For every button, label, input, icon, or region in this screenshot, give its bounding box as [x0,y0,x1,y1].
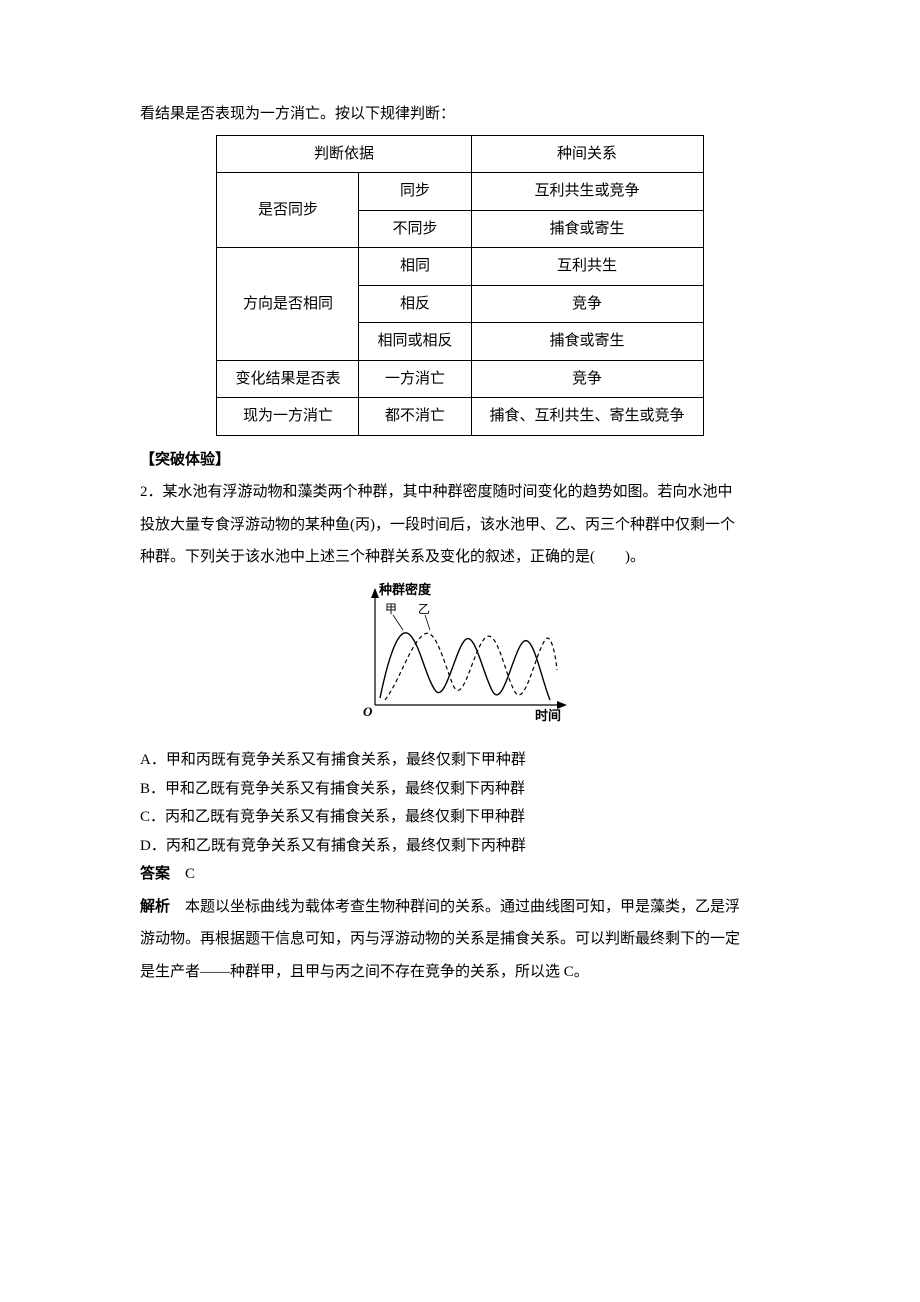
cell-group-sync: 是否同步 [217,173,359,248]
section-heading: 【突破体验】 [140,446,780,475]
cell-right: 竞争 [471,360,703,398]
question-text-1: 某水池有浮游动物和藻类两个种群，其中种群密度随时间变化的趋势如图。若向水池中 [163,484,733,500]
option-b: B．甲和乙既有竞争关系又有捕食关系，最终仅剩下丙种群 [140,775,780,804]
cell-mid: 都不消亡 [359,398,471,436]
th-criteria: 判断依据 [217,135,471,173]
explain-line-2: 游动物。再根据题干信息可知，丙与浮游动物的关系是捕食关系。可以判断最终剩下的一定 [140,925,780,954]
explain-line-1: 解析 本题以坐标曲线为载体考查生物种群间的关系。通过曲线图可知，甲是藻类，乙是浮 [140,893,780,922]
answer-label: 答案 [140,866,170,882]
options-block: A．甲和丙既有竞争关系又有捕食关系，最终仅剩下甲种群 B．甲和乙既有竞争关系又有… [140,746,780,860]
table-row: 现为一方消亡 都不消亡 捕食、互利共生、寄生或竞争 [217,398,703,436]
cell-mid: 一方消亡 [359,360,471,398]
cell-group-result-1: 变化结果是否表 [217,360,359,398]
cell-mid: 不同步 [359,210,471,248]
leader-yi [425,615,430,630]
cell-right: 捕食或寄生 [471,210,703,248]
cell-group-direction: 方向是否相同 [217,248,359,361]
population-chart: 种群密度 甲 乙 O 时间 [345,580,575,730]
explain-label: 解析 [140,899,170,915]
table-row: 方向是否相同 相同 互利共生 [217,248,703,286]
option-a: A．甲和丙既有竞争关系又有捕食关系，最终仅剩下甲种群 [140,746,780,775]
explain-line-3: 是生产者——种群甲，且甲与丙之间不存在竞争的关系，所以选 C。 [140,958,780,987]
cell-right: 互利共生或竞争 [471,173,703,211]
cell-right: 互利共生 [471,248,703,286]
chart-container: 种群密度 甲 乙 O 时间 [140,580,780,741]
origin-label: O [363,704,373,719]
question-line-2: 投放大量专食浮游动物的某种鱼(丙)，一段时间后，该水池甲、乙、丙三个种群中仅剩一… [140,511,780,540]
cell-group-result-2: 现为一方消亡 [217,398,359,436]
explain-text-1: 本题以坐标曲线为载体考查生物种群间的关系。通过曲线图可知，甲是藻类，乙是浮 [185,899,740,915]
series-yi-label: 乙 [418,602,430,616]
option-c: C．丙和乙既有竞争关系又有捕食关系，最终仅剩下甲种群 [140,803,780,832]
cell-right: 捕食或寄生 [471,323,703,361]
question-line-3: 种群。下列关于该水池中上述三个种群关系及变化的叙述，正确的是( )。 [140,543,780,572]
cell-mid: 同步 [359,173,471,211]
y-axis-arrow-icon [371,588,379,598]
question-line-1: 2．某水池有浮游动物和藻类两个种群，其中种群密度随时间变化的趋势如图。若向水池中 [140,478,780,507]
table-header-row: 判断依据 种间关系 [217,135,703,173]
table-row: 变化结果是否表 一方消亡 竞争 [217,360,703,398]
rule-table: 判断依据 种间关系 是否同步 同步 互利共生或竞争 不同步 捕食或寄生 方向是否… [216,135,703,436]
cell-right: 捕食、互利共生、寄生或竞争 [471,398,703,436]
question-number: 2． [140,484,163,500]
intro-line: 看结果是否表现为一方消亡。按以下规律判断： [140,100,780,129]
cell-right: 竞争 [471,285,703,323]
cell-mid: 相反 [359,285,471,323]
table-row: 是否同步 同步 互利共生或竞争 [217,173,703,211]
th-relation: 种间关系 [471,135,703,173]
x-axis-label: 时间 [535,708,561,723]
option-d: D．丙和乙既有竞争关系又有捕食关系，最终仅剩下丙种群 [140,832,780,861]
leader-jia [393,615,403,630]
series-jia-label: 甲 [385,602,397,616]
answer-value: C [185,866,195,882]
series-yi-curve [385,633,557,700]
cell-mid: 相同或相反 [359,323,471,361]
answer-line: 答案 C [140,860,780,889]
y-axis-label: 种群密度 [378,582,432,597]
cell-mid: 相同 [359,248,471,286]
